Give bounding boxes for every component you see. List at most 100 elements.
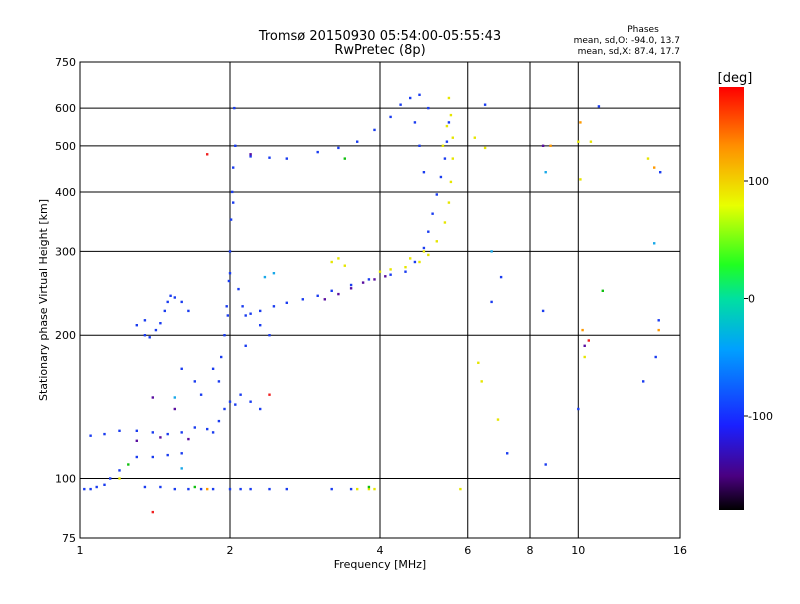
data-point xyxy=(249,400,252,403)
data-point xyxy=(163,309,166,313)
data-point xyxy=(587,339,590,342)
data-point xyxy=(135,324,138,327)
data-point xyxy=(473,136,476,139)
data-point xyxy=(193,380,196,383)
chart-subtitle: RwPretec (8p) xyxy=(334,43,425,58)
data-point xyxy=(239,393,242,396)
data-point xyxy=(234,144,237,147)
data-point xyxy=(249,155,252,158)
data-point xyxy=(151,510,154,514)
data-point xyxy=(180,452,183,455)
data-point xyxy=(166,300,169,304)
data-point xyxy=(445,124,449,128)
data-point xyxy=(180,431,183,434)
data-point xyxy=(83,487,86,491)
data-point xyxy=(118,477,121,480)
data-point xyxy=(226,314,229,317)
data-point xyxy=(159,485,162,489)
data-point xyxy=(356,487,359,491)
data-point xyxy=(378,270,382,273)
data-point xyxy=(337,292,340,296)
data-point xyxy=(143,319,147,322)
data-point xyxy=(373,487,376,491)
data-point xyxy=(451,136,454,139)
data-point xyxy=(435,240,438,243)
x-tick-label: 16 xyxy=(673,544,687,557)
data-point xyxy=(232,201,235,204)
data-point xyxy=(103,483,106,486)
data-point xyxy=(653,242,656,245)
x-tick-label: 1 xyxy=(77,544,84,557)
data-point xyxy=(435,193,438,196)
data-point xyxy=(343,264,346,267)
data-point xyxy=(154,328,158,332)
data-point xyxy=(173,487,176,491)
data-point xyxy=(389,268,392,271)
data-point xyxy=(480,380,483,383)
data-point xyxy=(330,289,333,292)
y-tick-label: 200 xyxy=(55,329,76,342)
data-point xyxy=(490,300,493,304)
data-point xyxy=(441,144,445,147)
data-point xyxy=(268,487,271,491)
data-point xyxy=(443,221,447,224)
data-point xyxy=(231,190,234,194)
data-point xyxy=(577,140,580,143)
stats-x-line: mean, sd,X: 87.4, 17.7 xyxy=(578,47,680,57)
data-point xyxy=(211,487,215,491)
data-point xyxy=(220,355,223,359)
data-point xyxy=(316,294,319,297)
data-point xyxy=(597,105,601,108)
data-point xyxy=(439,175,443,179)
y-tick-label: 750 xyxy=(55,56,76,69)
data-point xyxy=(422,171,426,174)
data-point xyxy=(180,467,183,470)
data-point xyxy=(544,171,547,174)
data-point xyxy=(173,296,176,299)
data-point xyxy=(237,287,240,291)
data-point xyxy=(135,439,138,442)
data-point xyxy=(211,431,215,434)
data-point xyxy=(506,452,509,455)
plot-frame xyxy=(79,61,681,539)
y-tick-label: 400 xyxy=(55,186,76,199)
data-point xyxy=(159,322,162,325)
data-point xyxy=(384,275,387,278)
data-point xyxy=(343,157,346,160)
data-point xyxy=(143,485,147,489)
colorbar xyxy=(719,87,744,510)
data-point xyxy=(373,278,376,281)
data-point xyxy=(234,403,237,406)
data-point xyxy=(399,103,402,106)
data-point xyxy=(657,328,660,332)
data-point xyxy=(459,487,462,491)
data-point xyxy=(445,140,449,143)
data-point xyxy=(367,485,371,489)
data-point xyxy=(199,393,203,396)
data-point xyxy=(229,218,233,221)
data-point xyxy=(657,319,660,322)
data-point xyxy=(418,260,421,264)
data-point xyxy=(549,144,552,147)
data-point xyxy=(653,166,656,169)
data-point xyxy=(173,407,176,411)
data-point xyxy=(272,272,276,275)
data-point xyxy=(413,260,417,264)
data-point xyxy=(272,305,276,308)
data-point xyxy=(349,487,353,491)
data-point xyxy=(211,367,215,370)
data-point xyxy=(180,367,183,370)
data-point xyxy=(151,431,154,434)
data-point xyxy=(483,146,487,150)
data-point xyxy=(330,487,333,491)
data-point xyxy=(373,128,376,132)
data-point xyxy=(579,121,582,124)
data-point xyxy=(579,178,582,181)
data-point xyxy=(418,93,421,96)
x-axis-label: Frequency [MHz] xyxy=(334,558,426,571)
data-point xyxy=(193,426,196,429)
data-point xyxy=(389,273,392,276)
data-point xyxy=(249,153,252,156)
data-point xyxy=(581,328,584,332)
chart-title: Tromsø 20150930 05:54:00-05:55:43 xyxy=(258,29,501,44)
